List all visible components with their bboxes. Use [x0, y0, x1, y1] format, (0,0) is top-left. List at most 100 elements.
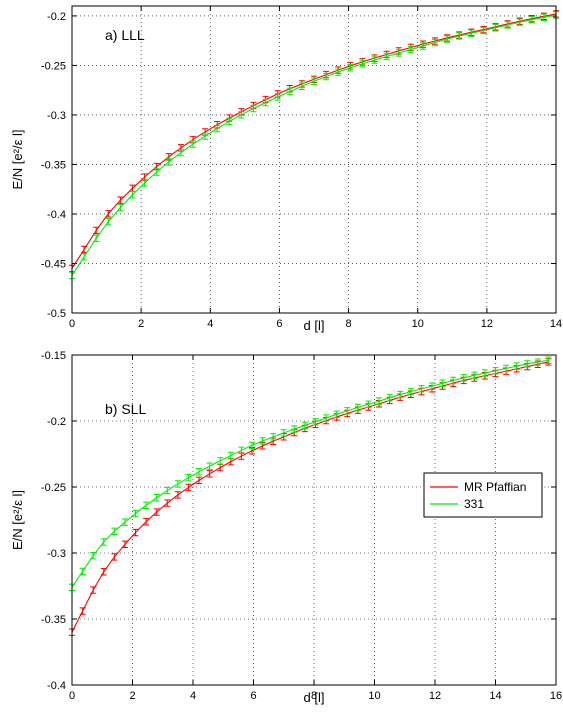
- x-tick-label: 2: [129, 690, 135, 702]
- error-bar: [90, 551, 97, 560]
- error-bar: [311, 77, 317, 85]
- error-bar: [460, 374, 467, 382]
- error-bar: [407, 387, 414, 396]
- error-bar: [81, 253, 88, 261]
- error-bar: [516, 18, 523, 26]
- panel-title: a) LLL: [105, 27, 145, 43]
- error-bar: [217, 457, 224, 465]
- error-bar: [504, 21, 511, 29]
- error-bar: [286, 87, 293, 96]
- error-bar: [226, 117, 233, 126]
- x-tick-label: 8: [311, 690, 317, 702]
- y-tick-label: -0.2: [47, 11, 66, 23]
- error-bar: [111, 553, 118, 561]
- error-bar: [480, 26, 487, 35]
- x-tick-label: 2: [138, 318, 144, 330]
- chart-panel-2: 0 2 4 6 8 10 12 14 16 -0.4 -0.35 -0.3 -0.25 -0.2 -0.15…: [10, 350, 562, 705]
- x-axis-label: d [l]: [304, 318, 325, 333]
- error-bar: [407, 45, 414, 54]
- error-bar: [206, 462, 213, 470]
- error-bar: [174, 491, 181, 499]
- error-bar: [214, 124, 221, 133]
- error-bar: [298, 82, 305, 90]
- error-bar: [164, 486, 171, 495]
- error-bar: [492, 367, 499, 375]
- error-bar: [432, 38, 438, 47]
- axes-frame: [71, 354, 557, 686]
- error-bar: [312, 418, 319, 426]
- error-bar: [196, 476, 203, 485]
- error-bar: [333, 410, 340, 419]
- error-bar: [418, 385, 425, 393]
- error-bar: [248, 441, 255, 450]
- error-bar: [81, 245, 88, 254]
- x-axis-label: d [l]: [304, 690, 325, 705]
- error-bar: [100, 538, 107, 546]
- panel-title: b) SLL: [105, 401, 146, 417]
- error-bar: [376, 397, 383, 405]
- error-bar: [545, 356, 552, 364]
- error-bar: [132, 509, 139, 518]
- y-tick-label: -0.15: [41, 350, 66, 362]
- error-bar: [117, 203, 124, 212]
- y-axis-label: E/N [e²/ε l]: [10, 130, 25, 190]
- error-bar: [524, 360, 531, 368]
- error-bar: [121, 518, 128, 526]
- error-bar: [117, 196, 124, 204]
- error-bar: [274, 93, 281, 101]
- error-bar: [174, 480, 181, 488]
- error-bar: [143, 518, 150, 526]
- legend-label: 331: [464, 497, 484, 511]
- x-tick-label: 0: [69, 690, 75, 702]
- x-tick-label: 4: [190, 690, 196, 702]
- y-tick-label: -0.35: [41, 159, 66, 171]
- error-bar: [439, 379, 446, 388]
- y-tick-label: -0.2: [47, 416, 66, 428]
- error-bar: [79, 567, 86, 576]
- error-bar: [397, 390, 404, 399]
- error-bar: [79, 607, 86, 615]
- x-tick-label: 14: [550, 318, 562, 330]
- series-line-1: [71, 361, 549, 633]
- error-bar: [481, 369, 488, 377]
- error-bar: [262, 98, 269, 107]
- error-bar: [280, 429, 287, 437]
- error-bar: [359, 60, 366, 68]
- error-bar: [238, 111, 245, 119]
- x-tick-label: 0: [69, 318, 75, 330]
- x-tick-label: 4: [207, 318, 213, 330]
- x-tick-label: 10: [368, 690, 380, 702]
- error-bar: [270, 433, 277, 441]
- y-tick-label: -0.25: [41, 482, 66, 494]
- error-bar: [141, 179, 148, 187]
- y-tick-label: -0.25: [41, 60, 66, 72]
- error-bar: [492, 24, 499, 32]
- x-tick-label: 10: [412, 318, 424, 330]
- error-bar: [100, 568, 107, 576]
- error-bar: [450, 376, 457, 385]
- y-tick-label: -0.45: [41, 258, 66, 270]
- error-bar: [185, 483, 192, 492]
- error-bar: [202, 132, 209, 140]
- error-bar: [111, 527, 118, 535]
- error-bar: [153, 494, 160, 502]
- error-bar: [153, 168, 160, 176]
- error-bar: [143, 501, 150, 510]
- y-tick-label: -0.4: [47, 680, 66, 692]
- error-bar: [185, 474, 192, 482]
- error-bar: [419, 42, 426, 50]
- y-axis-label: E/N [e²/ε l]: [10, 490, 25, 550]
- error-bar: [534, 358, 541, 366]
- error-bar: [386, 394, 393, 402]
- series-line-2: [71, 359, 549, 588]
- error-bar: [250, 104, 257, 113]
- error-bar: [528, 15, 535, 24]
- legend-label: MR Pfaffian: [464, 480, 526, 494]
- legend-box: [423, 472, 543, 518]
- axes-frame: [71, 5, 557, 314]
- error-bar: [354, 403, 361, 412]
- y-tick-label: -0.3: [47, 110, 66, 122]
- error-bar: [471, 371, 478, 380]
- error-bar: [164, 499, 171, 507]
